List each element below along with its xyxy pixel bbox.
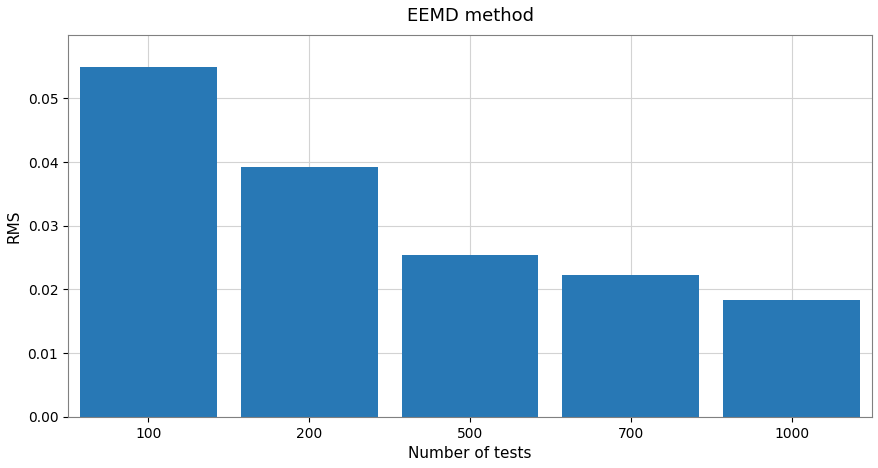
Bar bbox=[80, 66, 217, 417]
Bar bbox=[723, 300, 859, 417]
Bar bbox=[241, 167, 378, 417]
X-axis label: Number of tests: Number of tests bbox=[407, 446, 531, 461]
Y-axis label: RMS: RMS bbox=[7, 209, 22, 242]
Bar bbox=[401, 255, 537, 417]
Title: EEMD method: EEMD method bbox=[406, 7, 533, 25]
Bar bbox=[562, 276, 698, 417]
